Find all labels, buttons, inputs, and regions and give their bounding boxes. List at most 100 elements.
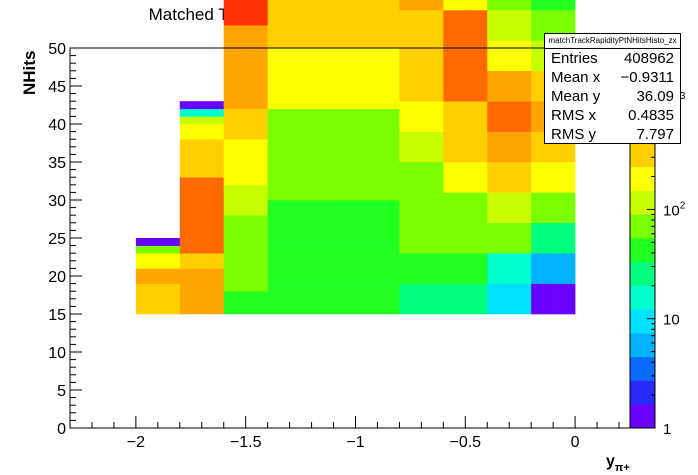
heatmap-cell bbox=[201, 184, 225, 193]
heatmap-cell bbox=[399, 101, 422, 110]
heatmap-cell bbox=[443, 268, 466, 277]
heatmap-cell bbox=[135, 268, 159, 277]
heatmap-cell bbox=[553, 17, 576, 26]
heatmap-cell bbox=[223, 101, 246, 110]
heatmap-cell bbox=[531, 184, 554, 193]
heatmap-cell bbox=[487, 40, 510, 49]
heatmap-cell bbox=[245, 192, 268, 201]
heatmap-cell bbox=[553, 283, 576, 292]
heatmap-cell bbox=[465, 2, 488, 11]
heatmap-cell bbox=[465, 192, 488, 201]
heatmap-cell bbox=[267, 116, 290, 125]
heatmap-cell bbox=[443, 169, 466, 178]
heatmap-cell bbox=[509, 78, 532, 87]
heatmap-cell bbox=[487, 32, 510, 41]
heatmap-cell bbox=[333, 86, 356, 94]
stats-label: RMS y bbox=[551, 126, 596, 143]
heatmap-cell bbox=[553, 162, 576, 170]
heatmap-cell bbox=[355, 238, 378, 246]
heatmap-cell bbox=[289, 2, 312, 11]
heatmap-cell bbox=[487, 131, 510, 140]
heatmap-cell bbox=[377, 131, 400, 140]
heatmap-cell bbox=[267, 298, 290, 307]
heatmap-cell bbox=[399, 116, 422, 125]
heatmap-cell bbox=[531, 245, 554, 254]
heatmap-cell bbox=[311, 0, 334, 3]
heatmap-cell bbox=[443, 276, 466, 284]
heatmap-cell bbox=[245, 222, 268, 231]
heatmap-cell bbox=[289, 146, 312, 155]
heatmap-cell bbox=[553, 192, 576, 201]
heatmap-cell bbox=[267, 222, 290, 231]
heatmap-cell bbox=[377, 192, 400, 201]
heatmap-cell bbox=[443, 93, 466, 102]
heatmap-cell bbox=[223, 131, 246, 140]
heatmap-cell bbox=[399, 222, 422, 231]
heatmap-cell bbox=[377, 306, 400, 315]
heatmap-cell bbox=[201, 260, 225, 269]
heatmap-cell bbox=[399, 154, 422, 163]
heatmap-cell bbox=[223, 139, 246, 148]
heatmap-cell bbox=[531, 63, 554, 72]
heatmap-cell bbox=[509, 17, 532, 26]
heatmap-cell bbox=[223, 200, 246, 208]
heatmap-cell bbox=[443, 162, 466, 170]
heatmap-cell bbox=[333, 124, 356, 132]
heatmap-cell bbox=[179, 101, 203, 110]
heatmap-cell bbox=[509, 276, 532, 284]
heatmap-cell bbox=[267, 139, 290, 148]
heatmap-cell bbox=[179, 298, 203, 307]
heatmap-cell bbox=[465, 17, 488, 26]
heatmap-cell bbox=[531, 32, 554, 41]
heatmap-cell bbox=[201, 177, 225, 186]
heatmap-cell bbox=[421, 116, 444, 125]
heatmap-cell bbox=[267, 17, 290, 26]
heatmap-cell bbox=[487, 25, 510, 34]
heatmap-cell bbox=[245, 169, 268, 178]
heatmap-cell bbox=[399, 32, 422, 41]
heatmap-cell bbox=[377, 154, 400, 163]
heatmap-cell bbox=[333, 283, 356, 292]
heatmap-cell bbox=[443, 245, 466, 254]
stats-value: 36.09 bbox=[636, 88, 674, 105]
heatmap-cell bbox=[487, 184, 510, 193]
heatmap-cell bbox=[245, 63, 268, 72]
heatmap-cell bbox=[509, 124, 532, 132]
heatmap-cell bbox=[531, 25, 554, 34]
heatmap-cell bbox=[377, 291, 400, 300]
heatmap-cell bbox=[421, 200, 444, 208]
heatmap-cell bbox=[245, 260, 268, 269]
heatmap-cell bbox=[487, 17, 510, 26]
heatmap-cell bbox=[531, 48, 554, 56]
heatmap-cell bbox=[377, 139, 400, 148]
x-tick-label: −0.5 bbox=[449, 434, 481, 451]
heatmap-cell bbox=[179, 260, 203, 269]
heatmap-cell bbox=[201, 222, 225, 231]
stats-value: 0.4835 bbox=[628, 107, 674, 124]
heatmap-cell bbox=[377, 55, 400, 64]
stats-row-rms-y: RMS y 7.797 bbox=[545, 125, 680, 144]
heatmap-cell bbox=[553, 25, 576, 34]
colorbar-segment bbox=[630, 404, 655, 429]
heatmap-cell bbox=[553, 291, 576, 300]
heatmap-cell bbox=[465, 200, 488, 208]
heatmap-cell bbox=[223, 0, 246, 3]
heatmap-cell bbox=[443, 154, 466, 163]
heatmap-cell bbox=[311, 17, 334, 26]
heatmap-cell bbox=[487, 70, 510, 79]
heatmap-cell bbox=[223, 306, 246, 315]
heatmap-cell bbox=[333, 0, 356, 3]
heatmap-cell bbox=[333, 184, 356, 193]
heatmap-cell bbox=[311, 2, 334, 11]
heatmap-cell bbox=[399, 55, 422, 64]
heatmap-cell bbox=[311, 207, 334, 216]
heatmap-cell bbox=[311, 276, 334, 284]
heatmap-cell bbox=[311, 10, 334, 18]
heatmap-cell bbox=[421, 215, 444, 224]
heatmap-cell bbox=[377, 162, 400, 170]
heatmap-cell bbox=[179, 215, 203, 224]
heatmap-cell bbox=[245, 78, 268, 87]
heatmap-cell bbox=[465, 291, 488, 300]
heatmap-cell bbox=[289, 283, 312, 292]
heatmap-cell bbox=[311, 86, 334, 94]
